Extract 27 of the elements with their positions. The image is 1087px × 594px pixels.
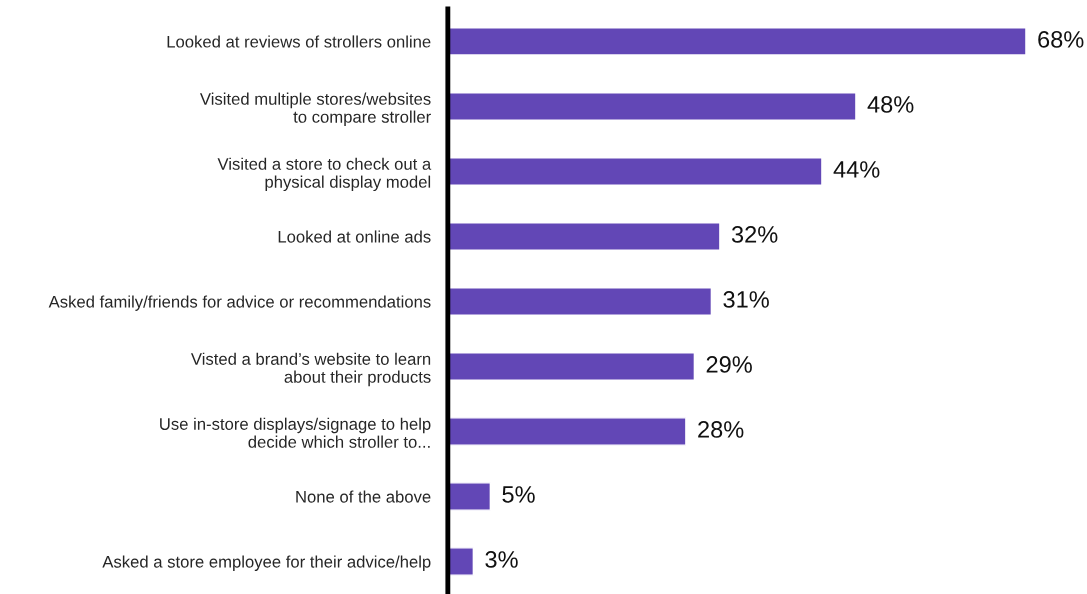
bar bbox=[447, 482, 492, 511]
bar bbox=[447, 287, 713, 316]
data-label: 28% bbox=[698, 421, 744, 438]
bar bbox=[447, 92, 857, 121]
data-label: 32% bbox=[731, 226, 778, 243]
bar bbox=[447, 547, 475, 576]
y-tick-label: Visited multiple stores/websites to compare stroller bbox=[199, 92, 431, 127]
y-tick-label: Visited a store to check out a physical display model bbox=[217, 157, 432, 192]
data-label: 68% bbox=[1038, 31, 1084, 48]
y-tick-label: Looked at online ads bbox=[278, 230, 431, 243]
data-label: 3% bbox=[485, 551, 518, 568]
data-label: 29% bbox=[706, 356, 752, 373]
y-tick-label: Visted a brand’s website to learn about their products bbox=[190, 352, 431, 387]
y-tick-label: Use in-store displays/signage to help decide which stroller to... bbox=[160, 417, 431, 448]
bar bbox=[447, 157, 823, 186]
bar bbox=[447, 27, 1027, 56]
data-label: 31% bbox=[723, 291, 769, 308]
y-tick-label: Asked family/friends for advice or recommendations bbox=[48, 295, 431, 311]
bar bbox=[447, 222, 721, 251]
bar bbox=[447, 417, 687, 446]
data-label: 48% bbox=[867, 96, 914, 113]
y-tick-label: None of the above bbox=[296, 490, 431, 503]
data-label: 5% bbox=[502, 486, 535, 503]
y-tick-label: Looked at reviews of strollers online bbox=[167, 35, 431, 48]
y-tick-label: Asked a store employee for their advice/help bbox=[102, 555, 431, 571]
data-label: 44% bbox=[833, 161, 880, 178]
bar bbox=[447, 352, 696, 381]
